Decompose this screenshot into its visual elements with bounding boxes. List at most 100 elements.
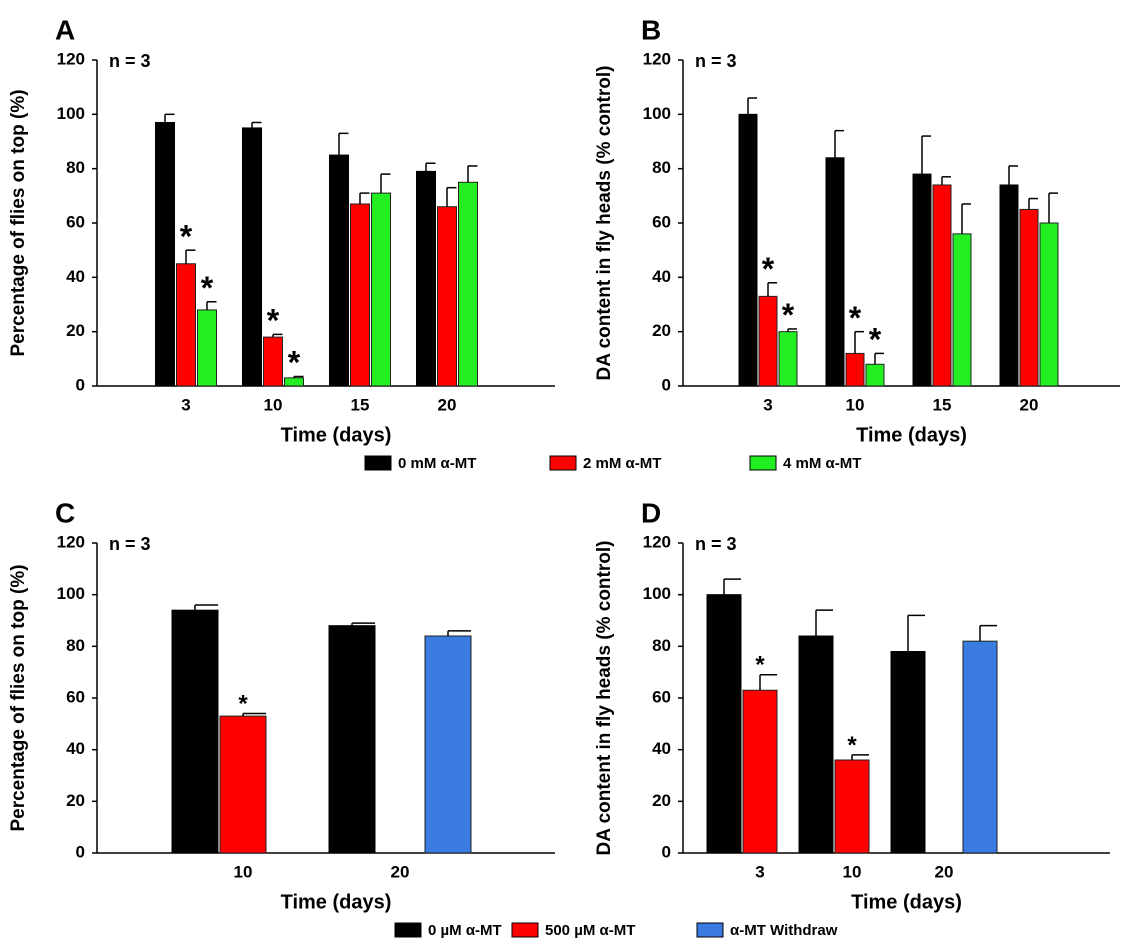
y-tick-label: 100 [643, 104, 671, 123]
legend-swatch [364, 455, 392, 471]
x-tick-label: 10 [846, 395, 865, 414]
legend-label: 0 µM α-MT [428, 922, 502, 939]
x-tick-label: 10 [234, 862, 253, 881]
y-tick-label: 60 [652, 687, 671, 706]
note: n = 3 [109, 51, 151, 71]
legend-swatch [549, 455, 577, 471]
y-tick-label: 20 [652, 321, 671, 340]
y-tick-label: 20 [66, 321, 85, 340]
note: n = 3 [695, 534, 737, 554]
y-tick-label: 40 [66, 739, 85, 758]
y-axis-label: Percentage of flies on top (%) [8, 89, 29, 356]
y-tick-label: 120 [643, 532, 671, 551]
x-tick-label: 20 [935, 862, 954, 881]
significance-marker: * [180, 218, 193, 254]
panel-label: A [55, 14, 75, 45]
x-tick-label: 20 [1020, 395, 1039, 414]
y-tick-label: 40 [652, 267, 671, 286]
y-tick-label: 100 [57, 584, 85, 603]
x-tick-label: 3 [755, 862, 764, 881]
bar [798, 635, 834, 854]
y-tick-label: 120 [57, 532, 85, 551]
y-tick-label: 120 [643, 49, 671, 68]
legend-swatch [696, 922, 724, 938]
legend-swatch [394, 922, 422, 938]
y-tick-label: 40 [652, 739, 671, 758]
bar [738, 113, 758, 387]
y-tick-label: 0 [662, 842, 671, 861]
bar [962, 640, 998, 854]
bar [171, 609, 219, 854]
bar [155, 121, 175, 387]
bar [197, 309, 217, 387]
legend-label: 0 mM α-MT [398, 455, 476, 472]
y-axis-label: Percentage of flies on top (%) [8, 564, 29, 831]
legend-label: 2 mM α-MT [583, 455, 661, 472]
bar [706, 594, 742, 854]
significance-marker: * [201, 270, 214, 306]
bar [329, 154, 349, 387]
y-tick-label: 20 [652, 791, 671, 810]
x-axis-label: Time (days) [856, 424, 967, 446]
bar [328, 625, 376, 854]
y-tick-label: 60 [652, 212, 671, 231]
significance-marker: * [847, 732, 857, 759]
legend-label: α-MT Withdraw [730, 922, 838, 939]
significance-marker: * [755, 652, 765, 679]
significance-marker: * [869, 322, 882, 358]
bar [758, 295, 778, 387]
bar [424, 635, 472, 854]
x-tick-label: 3 [181, 395, 190, 414]
significance-marker: * [782, 297, 795, 333]
bar [1039, 222, 1059, 387]
y-tick-label: 80 [652, 158, 671, 177]
bar [890, 651, 926, 854]
x-tick-label: 10 [264, 395, 283, 414]
y-tick-label: 60 [66, 212, 85, 231]
x-tick-label: 3 [763, 395, 772, 414]
y-tick-label: 40 [66, 267, 85, 286]
x-axis-label: Time (days) [851, 891, 962, 913]
bar [952, 233, 972, 387]
significance-marker: * [288, 345, 301, 381]
y-tick-label: 80 [66, 636, 85, 655]
y-tick-label: 100 [643, 584, 671, 603]
x-tick-label: 15 [351, 395, 370, 414]
bar [219, 715, 267, 854]
bar [371, 192, 391, 387]
y-axis-label: DA content in fly heads (% control) [594, 541, 615, 856]
x-tick-label: 20 [438, 395, 457, 414]
y-tick-label: 80 [66, 158, 85, 177]
bar [742, 689, 778, 854]
y-tick-label: 0 [76, 842, 85, 861]
bar [263, 336, 283, 387]
bar [350, 203, 370, 387]
x-tick-label: 15 [933, 395, 952, 414]
panel-label: B [641, 14, 661, 45]
bar [1019, 208, 1039, 387]
y-tick-label: 0 [76, 375, 85, 394]
bar [778, 331, 798, 387]
bar [242, 127, 262, 387]
bar [437, 206, 457, 387]
y-tick-label: 120 [57, 49, 85, 68]
bar [912, 173, 932, 387]
bar [865, 363, 885, 387]
note: n = 3 [695, 51, 737, 71]
y-tick-label: 80 [652, 636, 671, 655]
x-axis-label: Time (days) [281, 424, 392, 446]
y-axis-label: DA content in fly heads (% control) [594, 66, 615, 381]
legend-label: 500 µM α-MT [545, 922, 635, 939]
bar [176, 263, 196, 387]
note: n = 3 [109, 534, 151, 554]
significance-marker: * [238, 690, 248, 717]
panel-label: D [641, 497, 661, 528]
panel-label: C [55, 497, 75, 528]
y-tick-label: 20 [66, 791, 85, 810]
x-tick-label: 20 [391, 862, 410, 881]
legend-label: 4 mM α-MT [783, 455, 861, 472]
bar [932, 184, 952, 387]
bar [416, 170, 436, 387]
x-axis-label: Time (days) [281, 891, 392, 913]
